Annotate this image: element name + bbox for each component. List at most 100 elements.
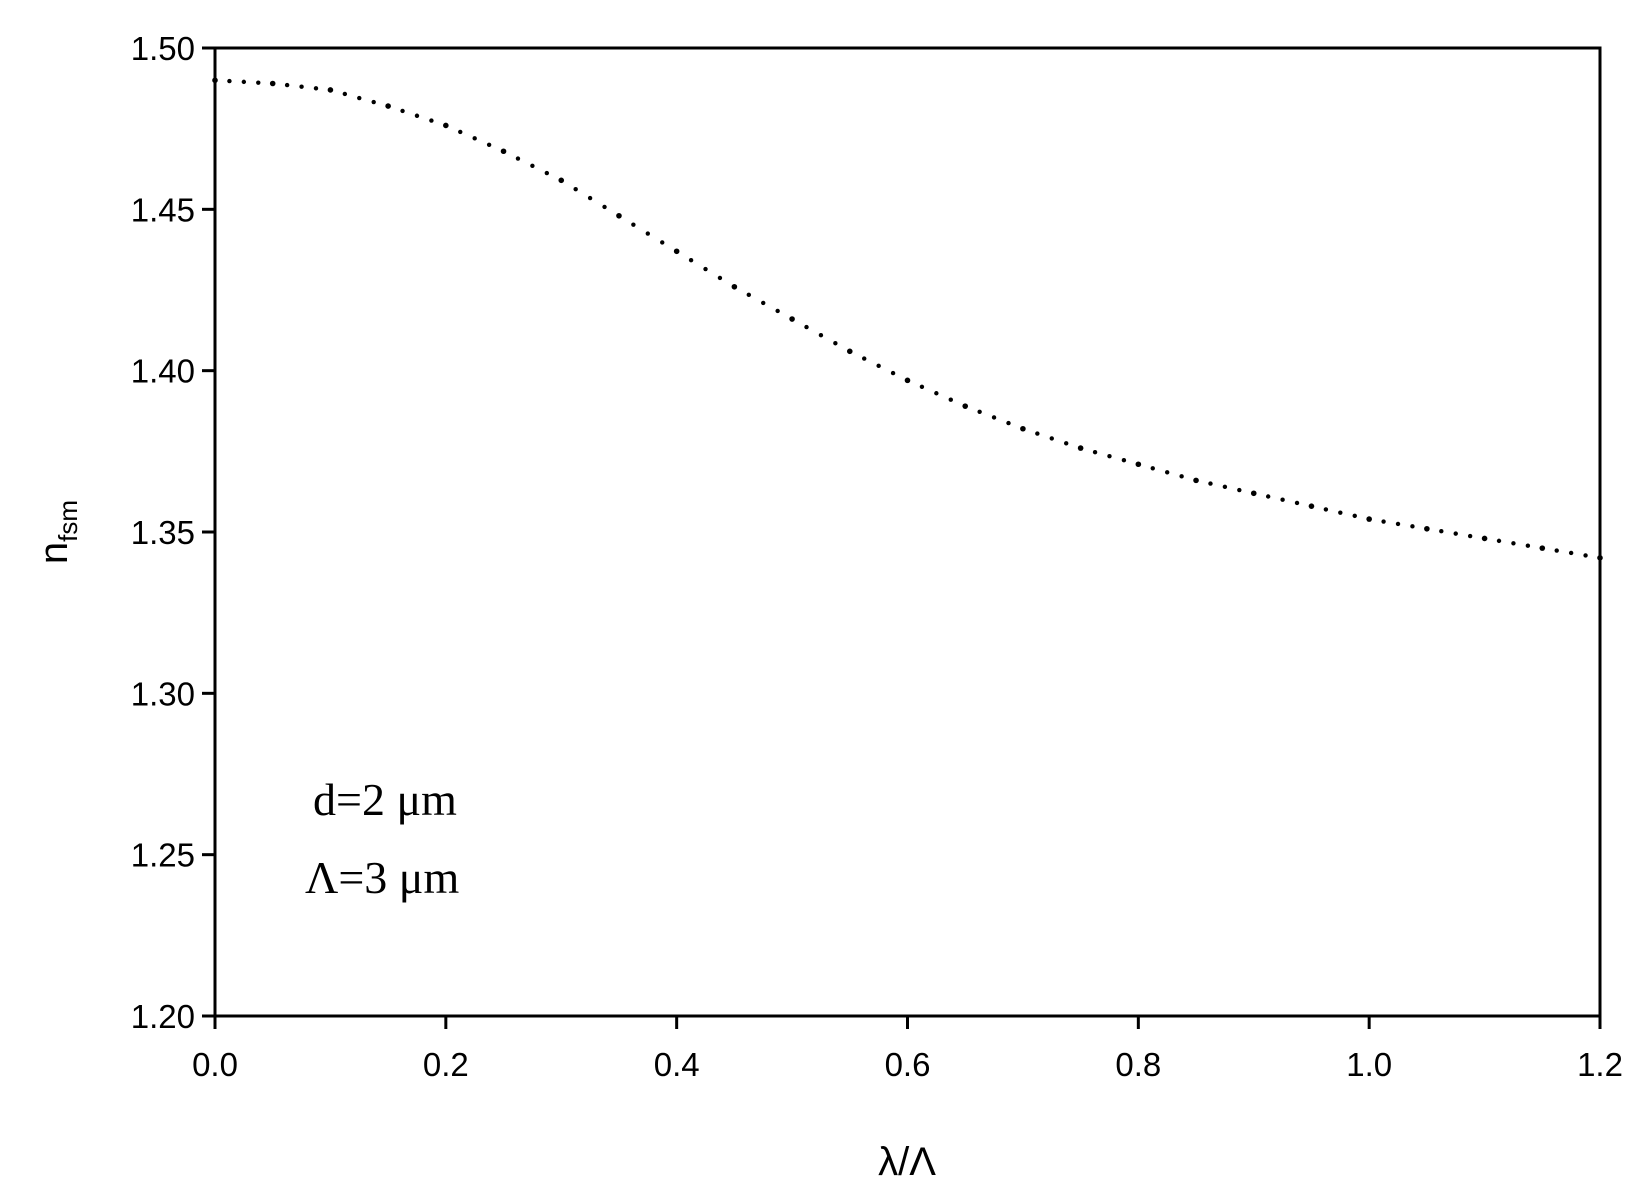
- curve-dot: [256, 80, 261, 85]
- y-tick-label: 1.20: [131, 998, 195, 1035]
- curve-dot: [472, 136, 477, 141]
- x-axis-title: λ/Λ: [878, 1140, 936, 1184]
- curve-dot: [1352, 513, 1357, 519]
- y-axis-title-main: n: [32, 542, 76, 564]
- curve-dot: [1035, 431, 1040, 436]
- x-tick-label: 0.2: [423, 1046, 469, 1083]
- data-point: [1539, 545, 1546, 551]
- curve-dot: [357, 95, 362, 101]
- y-axis-title: nfsm: [32, 500, 83, 564]
- curve-dot: [991, 415, 997, 420]
- curve-dot: [1439, 528, 1444, 534]
- data-point: [616, 212, 622, 219]
- curve-dot: [587, 195, 593, 201]
- data-point: [269, 80, 276, 87]
- curve-dot: [1496, 538, 1502, 544]
- curve-dot: [746, 292, 752, 298]
- curve-dot: [1511, 541, 1516, 546]
- curve-dot: [1395, 521, 1401, 527]
- curve-dot: [804, 324, 809, 330]
- curve-dot: [977, 409, 982, 415]
- curve-dot: [645, 231, 651, 236]
- curve-dot: [530, 163, 535, 168]
- data-point: [904, 377, 911, 384]
- curve-dot: [717, 275, 723, 281]
- curve-dot: [1381, 519, 1386, 524]
- curve-dot: [1568, 550, 1574, 556]
- y-tick-label: 1.25: [131, 837, 195, 874]
- data-point: [1020, 425, 1026, 432]
- curve-dot: [414, 113, 420, 118]
- curve-dot: [1453, 531, 1458, 536]
- curve-dot: [1121, 458, 1127, 463]
- curve-dot: [486, 142, 492, 147]
- x-axis-ticks: 0.0 0.2 0.4 0.6 0.8 1.0 1.2: [192, 1016, 1623, 1083]
- curve-dot: [818, 332, 824, 338]
- curve-dot: [400, 108, 405, 114]
- curve-dot: [1410, 524, 1415, 529]
- curve-dot: [227, 78, 232, 84]
- data-point: [673, 248, 680, 255]
- data-point: [1077, 445, 1084, 451]
- data-point: [1366, 516, 1372, 522]
- y-axis-ticks: 1.20 1.25 1.30 1.35 1.40 1.45 1.50: [131, 30, 215, 1035]
- curve-dot: [1525, 543, 1531, 548]
- data-point: [1193, 477, 1199, 484]
- curve-dot: [1063, 441, 1069, 446]
- data-point: [443, 122, 449, 129]
- y-tick-label: 1.35: [131, 514, 195, 551]
- curve-dot: [688, 257, 694, 263]
- curve-dot: [631, 222, 636, 227]
- curve-dot: [299, 84, 304, 89]
- data-point: [962, 403, 969, 409]
- curve-dot: [1265, 494, 1271, 499]
- y-tick-label: 1.30: [131, 675, 195, 712]
- curve-dot: [1107, 453, 1112, 459]
- annotation-d: d=2 μm: [313, 774, 457, 825]
- curve-dot: [876, 363, 881, 369]
- curve-dot: [1006, 420, 1011, 426]
- curve-dot: [342, 91, 348, 97]
- data-point: [731, 283, 738, 290]
- curve-dot: [862, 356, 867, 361]
- curve-dot: [371, 99, 376, 105]
- data-point: [212, 77, 218, 84]
- curve-dot: [775, 308, 780, 314]
- curve-dot: [573, 186, 578, 192]
- curve-dot: [1049, 436, 1054, 441]
- annotation-lambda: Λ=3 μm: [305, 852, 459, 903]
- curve-dot: [1164, 470, 1170, 475]
- data-point: [558, 177, 565, 184]
- curve-dot: [1323, 507, 1329, 512]
- curve-dot: [948, 397, 953, 402]
- curve-dot: [1294, 500, 1300, 506]
- y-tick-label: 1.50: [131, 30, 195, 67]
- data-point: [1308, 503, 1315, 509]
- data-point: [1250, 490, 1257, 497]
- curve-dot: [1467, 533, 1473, 539]
- curve-dot: [284, 82, 290, 88]
- data-point: [500, 148, 507, 155]
- curve-dot: [703, 266, 708, 272]
- data-point: [1135, 461, 1142, 468]
- data-points: [212, 77, 1603, 561]
- y-tick-label: 1.45: [131, 191, 195, 228]
- curve-dot: [1179, 474, 1184, 479]
- curve-dot: [660, 240, 665, 245]
- curve-dot: [1150, 466, 1155, 471]
- curve-dot: [1208, 481, 1213, 486]
- x-tick-label: 1.0: [1346, 1046, 1392, 1083]
- curve-dot: [602, 204, 607, 210]
- data-point: [1424, 525, 1430, 532]
- curve-dot: [934, 391, 939, 396]
- curve-dot: [1338, 510, 1343, 515]
- curve-dot: [515, 156, 521, 161]
- curve-dot: [1222, 484, 1228, 490]
- curve-dot: [1092, 449, 1098, 455]
- x-tick-label: 0.4: [654, 1046, 700, 1083]
- curve-dot: [458, 129, 463, 135]
- y-tick-label: 1.40: [131, 353, 195, 390]
- curve-dot: [890, 370, 896, 376]
- curve-dot: [1280, 497, 1285, 502]
